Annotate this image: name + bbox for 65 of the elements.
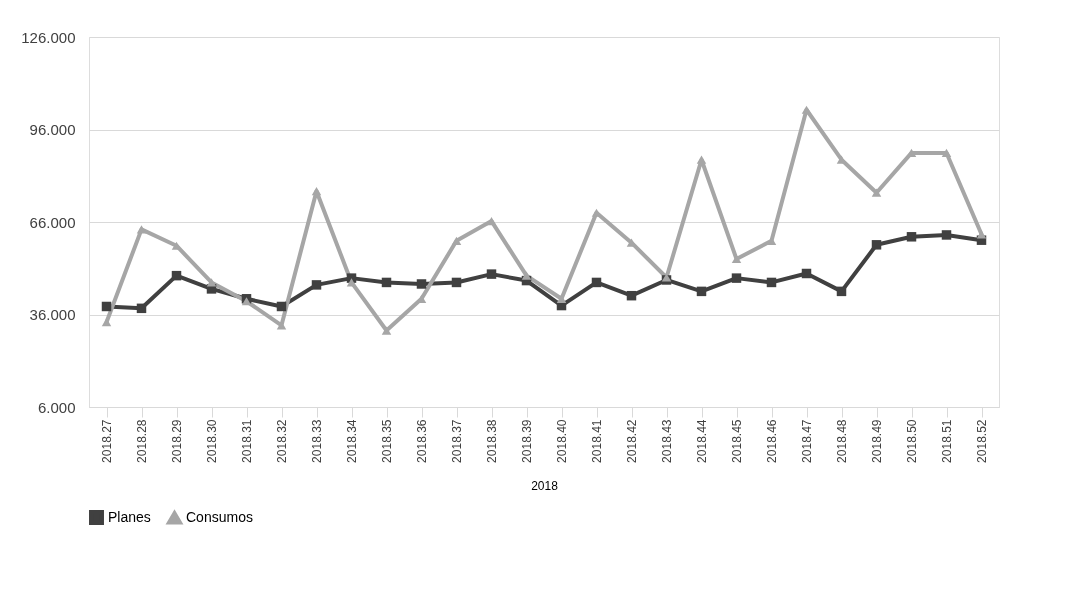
x-tick-label: 2018.38 [485,419,499,463]
point [451,277,462,288]
x-tick-label: 2018.45 [730,419,744,463]
point [696,286,707,297]
point [486,216,497,226]
point [136,303,147,314]
point [696,155,707,164]
point [976,230,987,239]
point [801,268,812,279]
point [206,278,217,287]
point [381,277,392,288]
x-axis-title: 2018 [531,478,559,493]
point [311,187,322,196]
point [906,232,917,242]
x-tick-label: 2018.37 [450,419,464,463]
legend-label: Consumos [186,508,253,525]
x-tick-label: 2018.48 [835,419,849,463]
point [101,318,112,327]
x-tick-label: 2018.47 [800,419,814,463]
y-tick-label: 66.000 [29,213,76,231]
point [871,188,882,197]
point [591,277,602,288]
point [381,326,392,335]
x-tick-label: 2018.34 [345,419,359,463]
x-tick-label: 2018.46 [765,419,779,463]
x-tick-label: 2018.50 [905,419,919,463]
x-tick-label: 2018.31 [240,419,254,463]
x-tick-label: 2018.43 [660,419,674,463]
point [766,277,777,288]
x-tick-label: 2018.39 [520,419,534,463]
y-tick-label: 36.000 [29,306,76,323]
x-tick-label: 2018.42 [625,419,639,463]
x-tick-label: 2018.29 [170,419,184,463]
x-tick-label: 2018.35 [380,419,394,463]
x-tick-label: 2018.36 [415,419,429,463]
x-tick-label: 2018.51 [940,419,954,463]
legend-label: Planes [108,508,151,525]
point [486,269,497,279]
point [451,236,462,245]
x-tick-label: 2018.33 [310,419,324,463]
x-tick-label: 2018.44 [695,419,709,463]
x-tick-label: 2018.52 [975,419,989,463]
point [276,301,287,312]
x-tick-label: 2018.40 [555,419,569,463]
x-tick-label: 2018.41 [590,419,604,463]
point [941,230,952,240]
point [521,271,532,280]
point [136,225,147,234]
x-tick-label: 2018.30 [205,419,219,463]
point [836,286,847,297]
x-tick-label: 2018.49 [870,419,884,463]
y-tick-label: 96.000 [29,121,76,138]
point [626,290,637,301]
point [941,148,952,158]
x-tick-label: 2018.28 [135,419,149,463]
point [416,279,427,289]
x-tick-label: 2018.27 [100,419,114,463]
point [311,280,322,290]
y-tick-label: 126.000 [21,28,76,46]
point [731,273,742,283]
point [101,301,112,312]
point [871,240,882,250]
x-tick-label: 2018.32 [275,419,289,463]
y-tick-label: 6.000 [37,398,76,416]
point [171,270,182,281]
